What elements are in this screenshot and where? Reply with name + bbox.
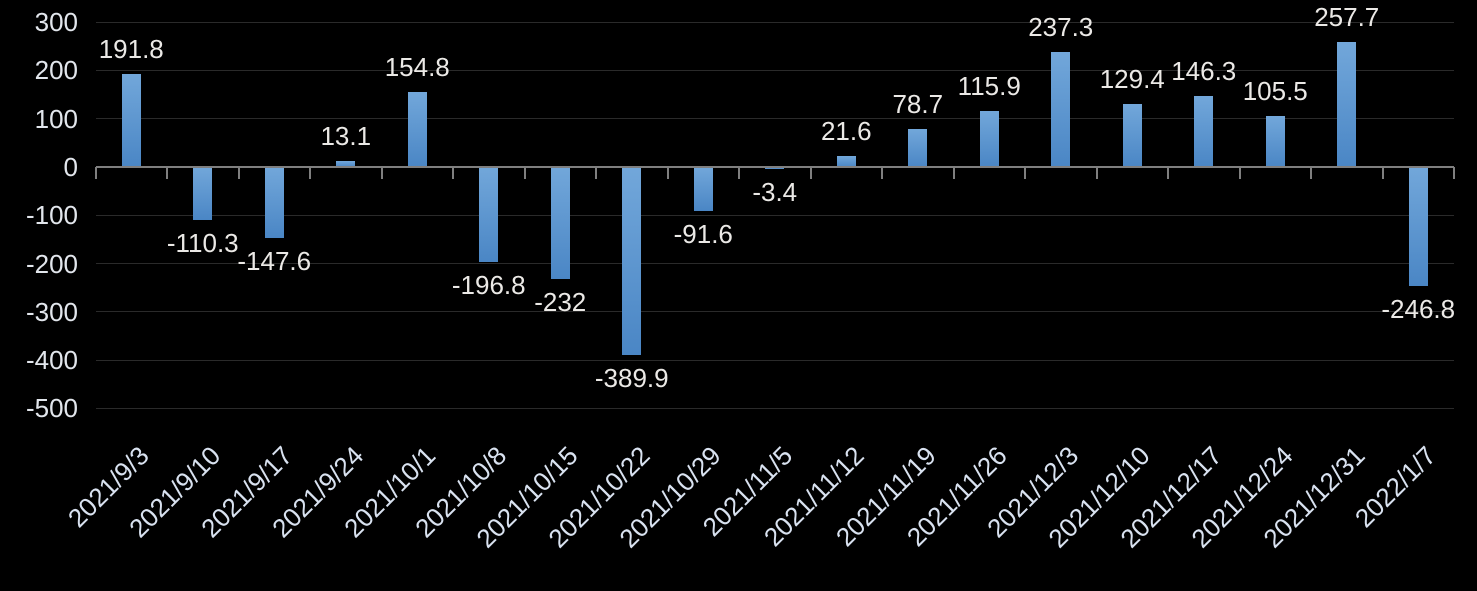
axis-tick-mark xyxy=(1238,166,1241,179)
gridline xyxy=(95,407,1454,409)
axis-tick-mark xyxy=(1095,166,1098,179)
x-axis-line xyxy=(95,165,1454,168)
axis-tick-mark xyxy=(309,166,311,179)
gridline xyxy=(95,311,1454,313)
axis-tick-mark xyxy=(94,166,97,179)
bar-value-label: 105.5 xyxy=(1242,75,1308,106)
axis-tick-mark xyxy=(380,166,383,179)
y-axis-tick-label: 300 xyxy=(34,7,78,37)
bar xyxy=(193,166,213,221)
y-axis-tick-label: -500 xyxy=(25,393,78,424)
gridline xyxy=(95,21,1454,23)
bar xyxy=(979,110,999,167)
bar-value-label: 257.7 xyxy=(1314,2,1380,33)
bar-value-label: 21.6 xyxy=(820,116,872,147)
bar-value-label: -232 xyxy=(534,286,587,317)
bar xyxy=(693,166,713,212)
axis-tick-mark xyxy=(1024,166,1026,179)
bar-value-label: 115.9 xyxy=(957,70,1021,101)
bar xyxy=(908,128,928,167)
bar xyxy=(836,156,856,167)
y-axis-tick-label: -300 xyxy=(25,296,78,327)
bar xyxy=(407,92,427,167)
bar-value-label: -110.3 xyxy=(166,228,239,259)
axis-tick-mark xyxy=(952,166,955,179)
bar xyxy=(121,74,141,167)
gridline xyxy=(95,69,1454,71)
bar xyxy=(622,166,642,356)
y-axis-tick-label: -100 xyxy=(25,200,78,231)
axis-tick-mark xyxy=(1167,166,1169,179)
bar-value-label: 78.7 xyxy=(892,88,944,119)
bar xyxy=(1337,42,1357,167)
axis-tick-mark xyxy=(237,166,240,179)
bar xyxy=(1408,166,1428,287)
bar-value-label: -246.8 xyxy=(1381,294,1456,325)
bar-value-label: 13.1 xyxy=(320,120,372,151)
axis-tick-mark xyxy=(666,166,669,179)
axis-tick-mark xyxy=(166,166,168,179)
gridline xyxy=(95,359,1454,361)
axis-tick-mark xyxy=(1453,166,1455,179)
bar-value-label: -3.4 xyxy=(752,176,798,207)
axis-tick-mark xyxy=(1381,166,1384,179)
bar xyxy=(1051,52,1071,167)
bar-value-label: 146.3 xyxy=(1171,56,1237,87)
axis-tick-mark xyxy=(523,166,526,179)
y-axis-tick-label: -200 xyxy=(25,248,78,279)
axis-tick-mark xyxy=(452,166,454,179)
bar xyxy=(264,166,284,239)
y-axis-tick-label: 0 xyxy=(63,151,78,182)
axis-tick-mark xyxy=(881,166,883,179)
axis-tick-mark xyxy=(595,166,597,179)
bar xyxy=(479,166,499,262)
bar-value-label: -147.6 xyxy=(237,246,312,277)
axis-tick-mark xyxy=(1310,166,1312,179)
axis-tick-mark xyxy=(809,166,812,179)
y-axis-tick-label: -400 xyxy=(25,345,78,376)
bar xyxy=(550,166,570,279)
gridline xyxy=(95,214,1454,216)
bar xyxy=(1265,115,1285,167)
bar-value-label: 154.8 xyxy=(384,52,450,83)
bar xyxy=(336,160,356,167)
bar-value-label: 237.3 xyxy=(1028,12,1094,43)
bar-value-label: 191.8 xyxy=(98,34,164,65)
bar-value-label: -196.8 xyxy=(451,269,526,300)
y-axis-tick-label: 100 xyxy=(34,103,78,134)
bar-value-label: 129.4 xyxy=(1099,64,1165,95)
bar xyxy=(1194,96,1214,167)
bar-value-label: -91.6 xyxy=(673,219,733,250)
gridline xyxy=(95,118,1454,120)
gridline xyxy=(95,263,1454,264)
bar-value-label: -389.9 xyxy=(594,363,669,394)
axis-tick-mark xyxy=(738,166,740,179)
bar xyxy=(1122,104,1142,167)
y-axis-tick-label: 200 xyxy=(34,55,78,86)
